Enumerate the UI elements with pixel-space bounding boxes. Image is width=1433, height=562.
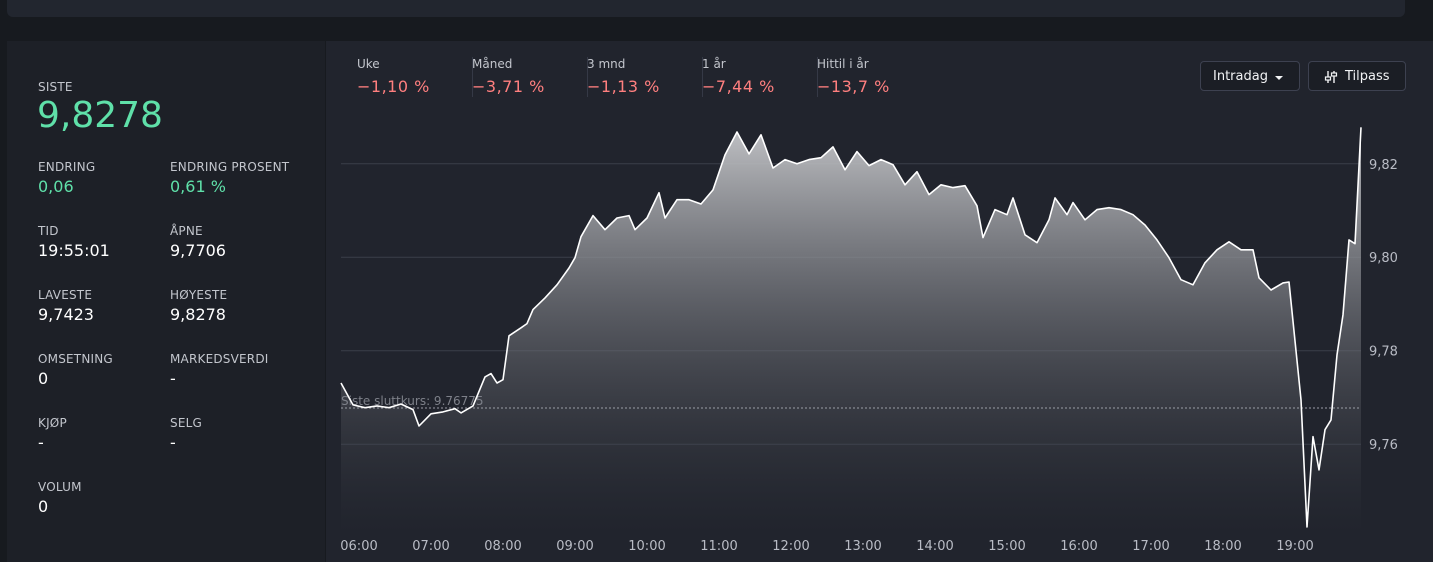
y-tick-label: 9,82 bbox=[1369, 158, 1398, 173]
stat-value: 9,8278 bbox=[37, 95, 163, 136]
stat-label: VOLUM bbox=[38, 480, 82, 494]
y-tick-label: 9,80 bbox=[1369, 251, 1398, 266]
stat-label: TID bbox=[38, 224, 59, 238]
stat-value: 0,06 bbox=[38, 177, 74, 196]
return-value: −1,13 % bbox=[587, 77, 660, 96]
stat-value: 9,7706 bbox=[170, 241, 226, 260]
stat-label: SELG bbox=[170, 416, 202, 430]
return-value: −13,7 % bbox=[817, 77, 890, 96]
stat-value: - bbox=[170, 369, 176, 388]
stat-label: KJØP bbox=[38, 416, 67, 430]
return-item: 3 mnd −1,13 % bbox=[587, 57, 703, 97]
top-bar bbox=[7, 0, 1405, 17]
x-tick-label: 19:00 bbox=[1276, 539, 1313, 554]
stat-label: LAVESTE bbox=[38, 288, 93, 302]
stat-label: OMSETNING bbox=[38, 352, 113, 366]
range-dropdown[interactable]: Intradag bbox=[1200, 61, 1300, 91]
range-label[interactable]: Intradag bbox=[1213, 69, 1268, 84]
x-tick-label: 10:00 bbox=[628, 539, 665, 554]
return-label: Uke bbox=[357, 57, 380, 71]
return-label: 3 mnd bbox=[587, 57, 626, 71]
stat-value: - bbox=[170, 433, 176, 452]
x-tick-label: 12:00 bbox=[772, 539, 809, 554]
stat-label: SISTE bbox=[38, 80, 73, 94]
y-tick-label: 9,78 bbox=[1369, 345, 1398, 360]
chart-panel: Intradag Tilpass 9,76 9,78 9,80 9,82 06:00 07… bbox=[326, 41, 1433, 562]
return-item: Uke −1,10 % bbox=[357, 57, 473, 97]
stat-value: 9,8278 bbox=[170, 305, 226, 324]
x-tick-label: 14:00 bbox=[916, 539, 953, 554]
stat-label: HØYESTE bbox=[170, 288, 228, 302]
stat-value: 9,7423 bbox=[38, 305, 94, 324]
x-tick-label: 18:00 bbox=[1204, 539, 1241, 554]
stat-label: ÅPNE bbox=[170, 224, 203, 238]
sliders-icon bbox=[1324, 71, 1338, 83]
y-tick-label: 9,76 bbox=[1369, 438, 1398, 453]
stat-value: 0,61 % bbox=[170, 177, 226, 196]
return-value: −1,10 % bbox=[357, 77, 430, 96]
stat-label: MARKEDSVERDI bbox=[170, 352, 269, 366]
x-tick-label: 08:00 bbox=[484, 539, 521, 554]
stats-panel: SISTE 9,8278 ENDRING 0,06 ENDRING PROSENT 0… bbox=[7, 41, 325, 562]
stat-value: 19:55:01 bbox=[38, 241, 110, 260]
stat-value: 0 bbox=[38, 369, 49, 388]
stat-label: ENDRING PROSENT bbox=[170, 160, 290, 174]
caret-icon bbox=[1275, 76, 1283, 80]
return-item: 1 år −7,44 % bbox=[702, 57, 818, 97]
x-tick-label: 17:00 bbox=[1132, 539, 1169, 554]
return-label: Hittil i år bbox=[817, 57, 869, 71]
x-tick-label: 11:00 bbox=[700, 539, 737, 554]
return-item: Hittil i år −13,7 % bbox=[817, 57, 932, 97]
x-tick-label: 07:00 bbox=[412, 539, 449, 554]
customize-button[interactable]: Tilpass bbox=[1308, 61, 1406, 91]
stat-value: 0 bbox=[38, 497, 49, 516]
x-tick-label: 13:00 bbox=[844, 539, 881, 554]
x-tick-label: 15:00 bbox=[988, 539, 1025, 554]
x-tick-label: 09:00 bbox=[556, 539, 593, 554]
return-item: Måned −3,71 % bbox=[472, 57, 588, 97]
stat-value: - bbox=[38, 433, 44, 452]
return-label: 1 år bbox=[702, 57, 726, 71]
x-tick-label: 16:00 bbox=[1060, 539, 1097, 554]
chart: 9,76 9,78 9,80 9,82 06:00 07:00 08:00 09:00 10:0… bbox=[340, 127, 1398, 554]
area bbox=[341, 127, 1361, 534]
line bbox=[340, 127, 1362, 528]
x-tick-label: 06:00 bbox=[340, 539, 377, 554]
return-value: −7,44 % bbox=[702, 77, 775, 96]
reference-label: Siste sluttkurs: 9.76775 bbox=[341, 394, 484, 408]
return-label: Måned bbox=[472, 57, 513, 71]
customize-label[interactable]: Tilpass bbox=[1345, 69, 1390, 84]
return-value: −3,71 % bbox=[472, 77, 545, 96]
stat-label: ENDRING bbox=[38, 160, 96, 174]
